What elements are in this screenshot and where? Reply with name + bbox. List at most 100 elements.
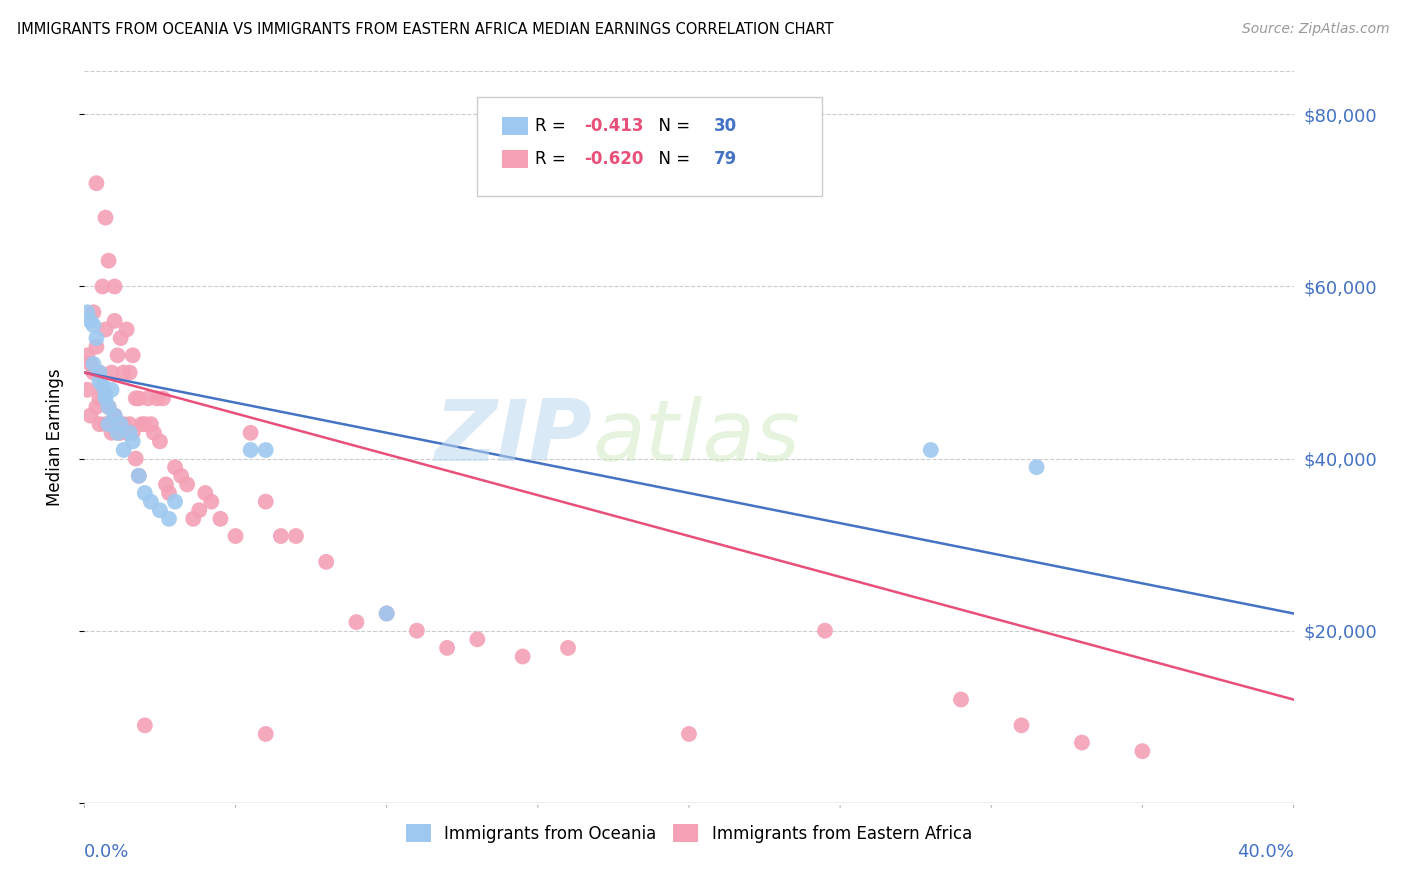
Text: R =: R = [536, 117, 571, 136]
Point [118, 366, 141, 380]
Point [157, 486, 180, 500]
Point [188, 503, 211, 517]
Text: 30: 30 [714, 117, 738, 136]
Point [94, 322, 117, 336]
Legend: Immigrants from Oceania, Immigrants from Eastern Africa: Immigrants from Oceania, Immigrants from… [399, 818, 979, 849]
Point [406, 624, 429, 638]
Point [115, 425, 138, 440]
Point [149, 434, 172, 449]
Point [79, 409, 101, 423]
Point [131, 417, 153, 432]
Point [128, 468, 150, 483]
Point [134, 417, 156, 432]
Point [152, 392, 174, 406]
Y-axis label: Median Earnings: Median Earnings [45, 368, 63, 506]
Point [79, 357, 101, 371]
Point [165, 494, 187, 508]
Point [128, 468, 150, 483]
Point [1071, 735, 1094, 749]
Point [1011, 718, 1033, 732]
Point [157, 512, 180, 526]
Point [134, 718, 156, 732]
Point [118, 417, 141, 432]
Point [1130, 744, 1153, 758]
Point [254, 727, 277, 741]
Point [76, 305, 98, 319]
Text: 40.0%: 40.0% [1237, 843, 1294, 861]
Point [149, 503, 172, 517]
Point [100, 383, 122, 397]
Point [112, 366, 135, 380]
Point [82, 357, 104, 371]
Point [181, 512, 204, 526]
Text: 0.0%: 0.0% [84, 843, 129, 861]
Point [920, 442, 942, 457]
Point [112, 417, 135, 432]
Text: atlas: atlas [592, 395, 800, 479]
Point [97, 417, 120, 432]
FancyBboxPatch shape [502, 117, 529, 136]
Point [254, 442, 277, 457]
Point [209, 512, 232, 526]
Point [107, 425, 129, 440]
Point [97, 400, 120, 414]
Point [146, 392, 169, 406]
Point [110, 417, 132, 432]
Point [128, 392, 150, 406]
Text: -0.620: -0.620 [583, 150, 643, 168]
Point [82, 318, 104, 333]
Point [104, 409, 127, 423]
Point [165, 460, 187, 475]
Point [557, 640, 579, 655]
Point [82, 305, 104, 319]
Point [94, 387, 117, 401]
Text: Source: ZipAtlas.com: Source: ZipAtlas.com [1241, 22, 1389, 37]
Point [76, 383, 98, 397]
Point [100, 425, 122, 440]
Point [136, 392, 159, 406]
Point [89, 392, 111, 406]
Point [89, 417, 111, 432]
Point [104, 314, 127, 328]
Point [89, 374, 111, 388]
Text: N =: N = [648, 117, 695, 136]
Point [254, 494, 277, 508]
Point [155, 477, 177, 491]
Point [200, 494, 222, 508]
Point [346, 615, 368, 629]
Point [107, 348, 129, 362]
Point [118, 425, 141, 440]
Point [82, 366, 104, 380]
Point [134, 486, 156, 500]
FancyBboxPatch shape [502, 150, 529, 169]
Point [176, 477, 198, 491]
Point [121, 425, 143, 440]
Point [76, 348, 98, 362]
FancyBboxPatch shape [478, 97, 823, 195]
Point [89, 366, 111, 380]
Point [285, 529, 308, 543]
Point [436, 640, 458, 655]
Point [125, 392, 148, 406]
Point [104, 409, 127, 423]
Text: IMMIGRANTS FROM OCEANIA VS IMMIGRANTS FROM EASTERN AFRICA MEDIAN EARNINGS CORREL: IMMIGRANTS FROM OCEANIA VS IMMIGRANTS FR… [17, 22, 834, 37]
Point [94, 392, 117, 406]
Point [86, 340, 108, 354]
Point [375, 607, 398, 621]
Point [1025, 460, 1047, 475]
Point [121, 434, 143, 449]
Point [142, 425, 165, 440]
Text: R =: R = [536, 150, 571, 168]
Point [121, 348, 143, 362]
Point [104, 279, 127, 293]
Point [86, 331, 108, 345]
Point [100, 366, 122, 380]
Point [91, 378, 114, 392]
Point [139, 417, 162, 432]
Point [91, 383, 114, 397]
Point [107, 425, 129, 440]
Point [115, 322, 138, 336]
Point [110, 425, 132, 440]
Point [97, 400, 120, 414]
Point [239, 442, 262, 457]
